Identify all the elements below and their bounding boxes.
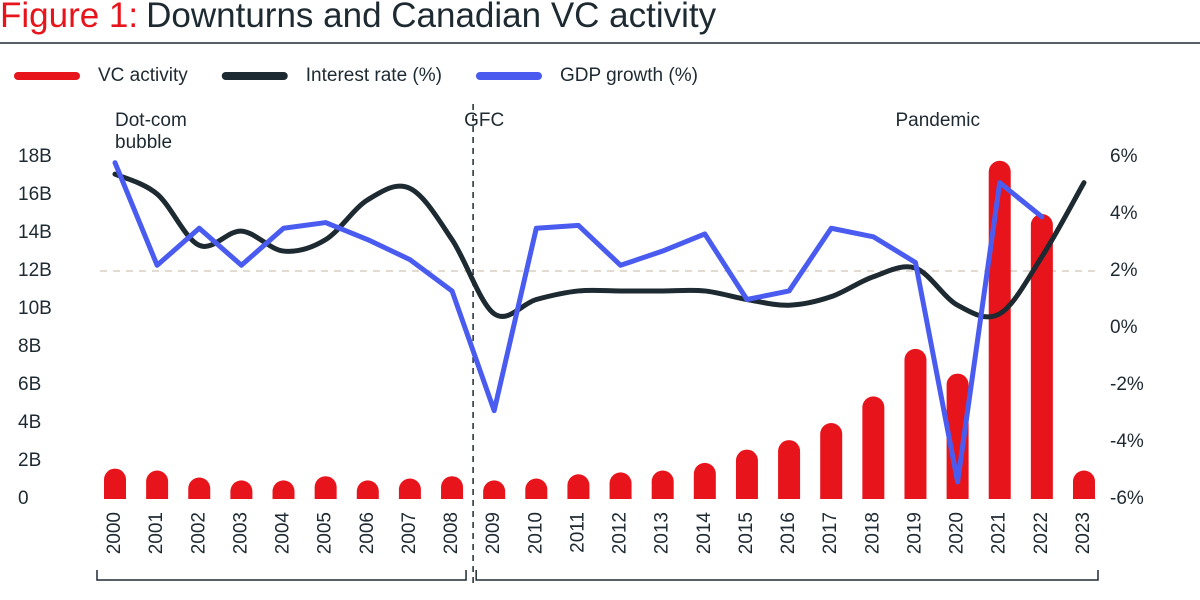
- legend-label: GDP growth (%): [560, 65, 698, 86]
- y-tick-label: 18B: [18, 146, 52, 167]
- bar: [1072, 470, 1095, 499]
- x-tick-label: 2006: [357, 512, 378, 554]
- x-tick-label: 2017: [820, 512, 841, 554]
- x-tick-label: 2022: [1031, 512, 1052, 554]
- period-bracket: [96, 570, 467, 581]
- x-tick-label: 2009: [483, 512, 504, 554]
- bar: [314, 476, 337, 499]
- x-tick-label: 2002: [188, 512, 209, 554]
- legend-label: Interest rate (%): [306, 65, 442, 86]
- y-tick-label: 0: [18, 488, 29, 509]
- y-tick-label: 2B: [18, 450, 41, 471]
- annotation: Dot-com: [115, 110, 187, 131]
- annotation: Pandemic: [895, 110, 980, 131]
- line-series: [112, 171, 1087, 320]
- bar: [609, 472, 632, 499]
- x-tick-label: 2007: [399, 512, 420, 554]
- bar: [188, 477, 211, 499]
- y-tick-label: 12B: [18, 260, 52, 281]
- bar: [441, 476, 464, 499]
- bar: [735, 449, 758, 499]
- bar: [693, 462, 716, 499]
- y2-tick-label: 0%: [1110, 317, 1138, 338]
- bar: [778, 440, 801, 499]
- x-tick-label: 2020: [947, 512, 968, 554]
- bar: [525, 478, 548, 499]
- x-tick-label: 2011: [567, 512, 588, 553]
- y-tick-label: 10B: [18, 298, 52, 319]
- x-tick-label: 2003: [230, 512, 251, 554]
- x-tick-label: 2023: [1073, 512, 1094, 554]
- x-tick-label: 2008: [441, 512, 462, 554]
- x-tick-label: 2021: [989, 512, 1010, 554]
- y-tick-label: 4B: [18, 412, 41, 433]
- x-tick-label: 2016: [778, 512, 799, 554]
- y2-tick-label: -2%: [1110, 374, 1144, 395]
- x-tick-label: 2004: [273, 512, 294, 555]
- annotation: bubble: [115, 132, 172, 153]
- x-tick-label: 2019: [904, 512, 925, 554]
- y-tick-label: 16B: [18, 184, 52, 205]
- y2-tick-label: -6%: [1110, 488, 1144, 509]
- bar: [230, 480, 253, 499]
- bar: [988, 160, 1011, 500]
- period-bracket: [475, 570, 1099, 581]
- x-tick-label: 2012: [610, 512, 631, 554]
- bar: [146, 470, 169, 499]
- bar: [356, 480, 379, 499]
- bar: [398, 478, 421, 499]
- line-series: [112, 160, 1045, 485]
- y-tick-label: 8B: [18, 336, 41, 357]
- x-tick-label: 2015: [736, 512, 757, 554]
- bar: [483, 480, 506, 499]
- x-tick-label: 2014: [694, 512, 715, 555]
- x-tick-label: 2018: [862, 512, 883, 554]
- figure-label: Figure 1:: [0, 0, 138, 35]
- annotation: GFC: [464, 110, 504, 131]
- x-tick-label: 2010: [525, 512, 546, 554]
- y2-tick-label: 2%: [1110, 260, 1138, 281]
- y-tick-label: 14B: [18, 222, 52, 243]
- bar: [567, 474, 590, 499]
- x-tick-label: 2000: [104, 512, 125, 554]
- x-tick-label: 2001: [146, 512, 167, 554]
- bar: [651, 470, 674, 499]
- chart-title: Figure 1: Downturns and Canadian VC activ…: [0, 0, 717, 35]
- bar: [272, 480, 295, 499]
- x-tick-label: 2013: [652, 512, 673, 554]
- bar: [820, 423, 843, 499]
- title-text: Downturns and Canadian VC activity: [146, 0, 717, 35]
- y2-tick-label: -4%: [1110, 431, 1144, 452]
- bar: [904, 348, 927, 499]
- legend-label: VC activity: [98, 65, 188, 86]
- x-tick-label: 2005: [315, 512, 336, 554]
- bar: [104, 468, 126, 499]
- bar: [1030, 214, 1053, 499]
- y2-tick-label: 4%: [1110, 203, 1138, 224]
- bar: [946, 373, 969, 499]
- bar: [862, 396, 885, 499]
- y-tick-label: 6B: [18, 374, 41, 395]
- y2-tick-label: 6%: [1110, 146, 1138, 167]
